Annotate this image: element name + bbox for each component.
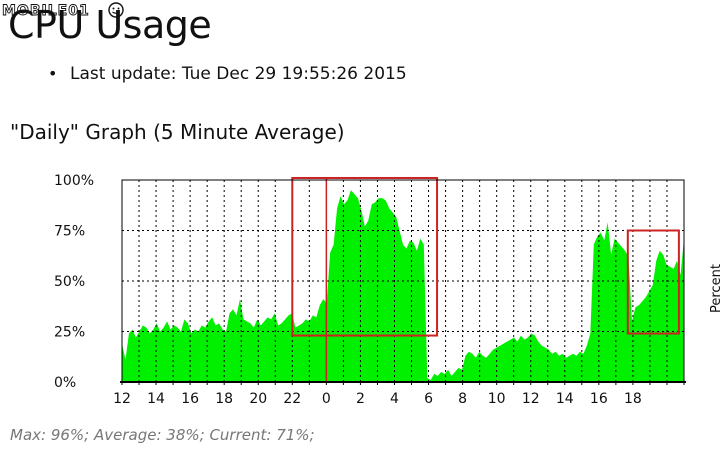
- y-tick-label: 50%: [54, 274, 85, 290]
- graph-heading: "Daily" Graph (5 Minute Average): [10, 120, 345, 144]
- x-tick-label: 14: [147, 391, 165, 407]
- watermark-text: MOBILE01: [2, 3, 90, 19]
- cpu-usage-area: [122, 190, 684, 382]
- x-tick-label: 18: [215, 391, 233, 407]
- chart-x-tick-labels: 12 14 16 18 20 22 0 2 4 6 8 10 12 14 16 18: [113, 391, 642, 407]
- y-tick-label: 0%: [54, 375, 76, 391]
- x-tick-label: 20: [249, 391, 267, 407]
- highlight-box: [626, 229, 680, 335]
- x-tick-label: 4: [390, 391, 399, 407]
- x-tick-label: 6: [424, 391, 433, 407]
- x-tick-label: 22: [283, 391, 301, 407]
- x-tick-label: 8: [458, 391, 467, 407]
- x-tick-label: 16: [181, 391, 199, 407]
- x-tick-label: 18: [624, 391, 642, 407]
- x-tick-label: 16: [590, 391, 608, 407]
- x-tick-label: 10: [488, 391, 506, 407]
- cpu-usage-chart: 0%25%50%75%100% 12 14 16 18 20 22 0 2 4 6 8 10 12 14 1…: [54, 173, 720, 407]
- chart-axes: [120, 179, 686, 385]
- x-tick-label: 12: [522, 391, 540, 407]
- watermark-face-icon: [108, 2, 124, 18]
- y-tick-label: 75%: [54, 224, 85, 240]
- x-tick-label: 12: [113, 391, 131, 407]
- chart-y-tick-labels: 0% 25% 50% 75% 100%: [54, 173, 94, 391]
- y-tick-label: 25%: [54, 325, 85, 341]
- chart-highlights: [291, 176, 680, 382]
- update-list: Last update: Tue Dec 29 19:55:26 2015: [48, 64, 407, 84]
- last-update-text: Last update: Tue Dec 29 19:55:26 2015: [48, 64, 407, 84]
- chart-area-series: [122, 190, 684, 382]
- watermark-logo: MOBILE01: [2, 2, 124, 19]
- x-tick-label: 2: [356, 391, 365, 407]
- highlight-box: [291, 176, 439, 337]
- stats-summary: Max: 96%; Average: 38%; Current: 71%;: [10, 426, 315, 444]
- x-tick-label: 14: [556, 391, 574, 407]
- y-tick-label: 100%: [54, 173, 94, 189]
- y-axis-label: Percent: [709, 264, 720, 313]
- x-tick-label: 0: [322, 391, 331, 407]
- page-title: CPU Usage: [8, 3, 212, 47]
